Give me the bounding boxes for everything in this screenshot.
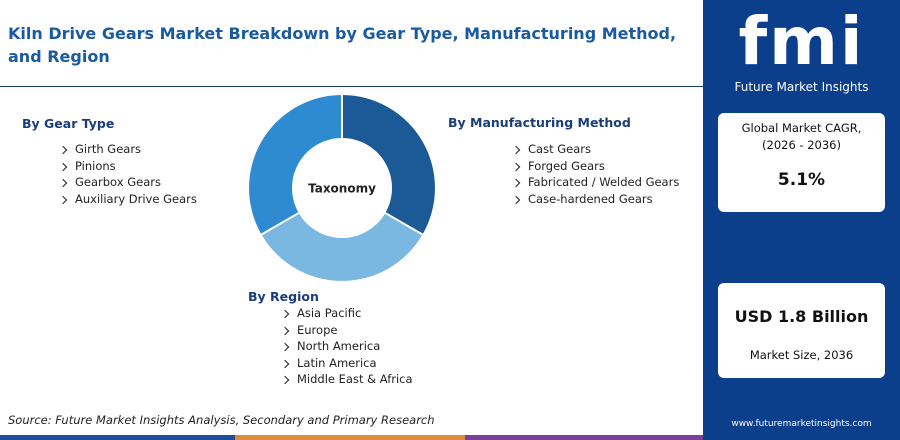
cagr-card: Global Market CAGR, (2026 - 2036) 5.1%: [718, 113, 885, 212]
group-item: Girth Gears: [75, 142, 142, 156]
cagr-value: 5.1%: [777, 170, 826, 190]
center-label: Taxonomy: [308, 182, 376, 196]
donut-segment: [249, 95, 342, 235]
group-item: Latin America: [297, 355, 377, 370]
group-item: Fabricated / Welded Gears: [528, 175, 680, 189]
size-label: Market Size, 2036: [749, 348, 854, 362]
bullet: [58, 178, 68, 188]
group-heading: By Region: [248, 289, 319, 304]
bullet: [511, 178, 521, 188]
bullet: [58, 162, 68, 171]
bullet: [511, 162, 521, 171]
donut: Taxonomy: [249, 95, 435, 281]
source: Source: Future Market Insights Analysis,…: [8, 413, 435, 427]
group-item: Auxiliary Drive Gears: [75, 191, 197, 206]
group-item: North America: [297, 339, 381, 353]
size-card: USD 1.8 Billion Market Size, 2036: [718, 283, 885, 378]
group-item: Cast Gears: [528, 142, 591, 156]
title: Kiln Drive Gears Market Breakdown by Gea…: [8, 24, 677, 66]
website: www.futuremarketinsights.com: [731, 419, 872, 429]
logo-name: Future Market Insights: [734, 80, 869, 94]
cagr-label: Global Market CAGR, (2026 - 2036): [741, 121, 862, 152]
logo-mark: fmi: [738, 3, 865, 80]
donut-segment: [261, 213, 423, 281]
group-item: Pinions: [75, 158, 116, 173]
bullet: [511, 145, 521, 155]
donut-segment: [342, 95, 435, 235]
group-item: Europe: [297, 322, 338, 337]
bullet: [511, 195, 521, 204]
bullet: [58, 195, 68, 204]
group-item: Middle East & Africa: [297, 372, 413, 386]
size-value: USD 1.8 Billion: [734, 307, 869, 326]
group-item: Case-hardened Gears: [528, 191, 653, 206]
group-heading: By Gear Type: [22, 116, 115, 131]
group-heading: By Manufacturing Method: [448, 115, 631, 130]
title-rule: [0, 86, 703, 87]
bullet: [58, 145, 68, 155]
bullet: [280, 359, 290, 368]
group-item: Gearbox Gears: [75, 175, 161, 189]
group-item: Asia Pacific: [297, 306, 362, 320]
group-item: Forged Gears: [528, 158, 605, 173]
bullet: [280, 375, 290, 385]
bullet: [280, 309, 290, 319]
bullet: [280, 342, 290, 352]
bullet: [280, 326, 290, 335]
